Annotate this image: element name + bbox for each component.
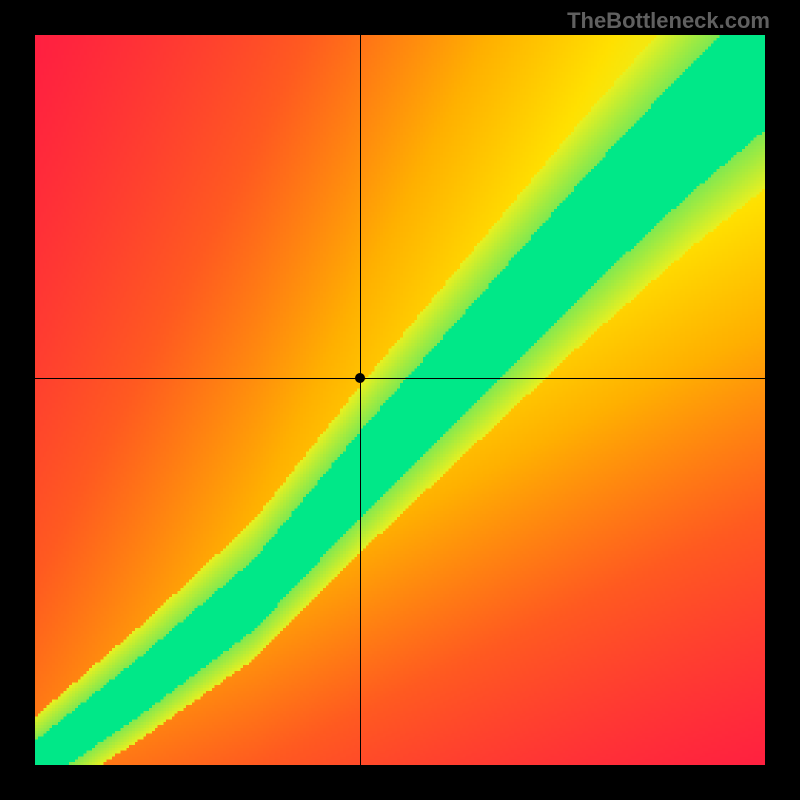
heatmap-plot — [35, 35, 765, 765]
heatmap-canvas — [35, 35, 765, 765]
crosshair-vertical — [360, 35, 361, 765]
crosshair-marker — [355, 373, 365, 383]
crosshair-horizontal — [35, 378, 765, 379]
watermark-text: TheBottleneck.com — [567, 8, 770, 34]
